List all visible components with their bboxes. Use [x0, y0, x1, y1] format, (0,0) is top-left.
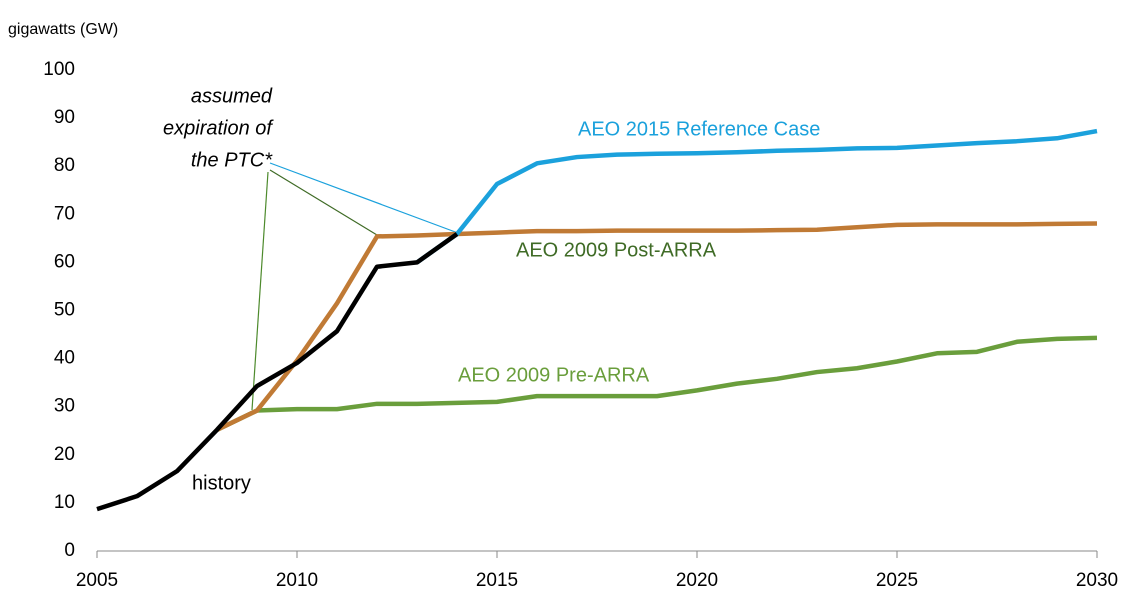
y-tick-label: 80 [54, 155, 75, 176]
series-line [216, 221, 1098, 432]
y-tick-label: 60 [54, 251, 75, 272]
x-tick-label: 2020 [676, 570, 718, 591]
x-tick-label: 2025 [876, 570, 918, 591]
x-tick-label: 2030 [1076, 570, 1118, 591]
x-tick-label: 2005 [76, 570, 118, 591]
series-line [216, 335, 1098, 432]
x-tick-label: 2015 [476, 570, 518, 591]
y-tick-label: 100 [43, 59, 75, 80]
y-tick-label: 20 [54, 444, 75, 465]
history-label: history [192, 472, 251, 494]
series-label: AEO 2009 Post-ARRA [516, 239, 717, 261]
annotation: expiration of [163, 117, 274, 139]
annotation: the PTC* [191, 149, 273, 171]
series-label: AEO 2015 Reference Case [578, 118, 820, 140]
leader-line [269, 162, 459, 234]
y-tick-label: 10 [54, 492, 75, 513]
y-tick-label: 50 [54, 300, 75, 321]
leader-line [269, 169, 378, 236]
y-axis-label: gigawatts (GW) [8, 21, 118, 38]
y-tick-label: 40 [54, 348, 75, 369]
leader-line [251, 171, 269, 411]
y-tick-label: 90 [54, 107, 75, 128]
annotation: assumed [191, 85, 273, 107]
y-tick-label: 0 [64, 540, 75, 561]
series-label: AEO 2009 Pre-ARRA [458, 364, 650, 386]
x-tick-label: 2010 [276, 570, 318, 591]
series-line [96, 232, 459, 512]
series-line [415, 128, 1098, 265]
y-tick-label: 30 [54, 396, 75, 417]
y-tick-label: 70 [54, 203, 75, 224]
